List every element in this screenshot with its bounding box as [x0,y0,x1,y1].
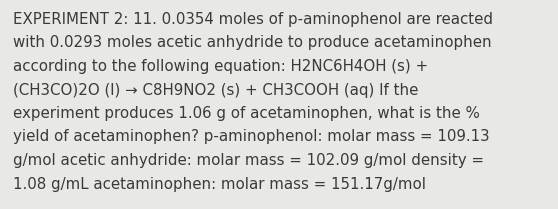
Text: EXPERIMENT 2: 11. 0.0354 moles of p-aminophenol are reacted: EXPERIMENT 2: 11. 0.0354 moles of p-amin… [13,12,493,27]
Text: (CH3CO)2O (l) → C8H9NO2 (s) + CH3COOH (aq) If the: (CH3CO)2O (l) → C8H9NO2 (s) + CH3COOH (a… [13,83,418,98]
Text: according to the following equation: H2NC6H4OH (s) +: according to the following equation: H2N… [13,59,428,74]
Text: g/mol acetic anhydride: molar mass = 102.09 g/mol density =: g/mol acetic anhydride: molar mass = 102… [13,153,484,168]
Text: experiment produces 1.06 g of acetaminophen, what is the %: experiment produces 1.06 g of acetaminop… [13,106,480,121]
Text: 1.08 g/mL acetaminophen: molar mass = 151.17g/mol: 1.08 g/mL acetaminophen: molar mass = 15… [13,176,426,191]
Text: yield of acetaminophen? p-aminophenol: molar mass = 109.13: yield of acetaminophen? p-aminophenol: m… [13,130,489,144]
Text: with 0.0293 moles acetic anhydride to produce acetaminophen: with 0.0293 moles acetic anhydride to pr… [13,36,492,51]
